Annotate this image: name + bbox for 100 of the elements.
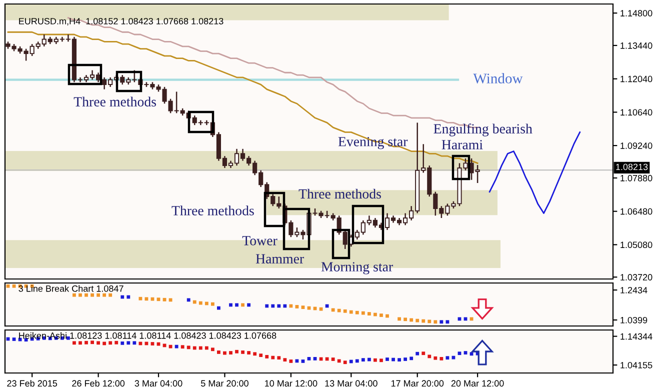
point xyxy=(410,356,414,360)
annotation: Morning star xyxy=(321,262,393,274)
point xyxy=(307,356,311,360)
point xyxy=(102,293,106,297)
point xyxy=(138,342,142,346)
point xyxy=(277,304,281,308)
annotation: Three methods xyxy=(74,96,156,106)
y-tick-label: 1.12040 xyxy=(620,76,652,82)
point xyxy=(271,304,275,308)
point xyxy=(204,346,208,350)
point xyxy=(374,358,377,362)
point xyxy=(253,352,257,356)
point xyxy=(464,351,468,354)
ref-line-label: Window xyxy=(473,73,523,84)
y-tick-label: 1.09240 xyxy=(620,142,652,149)
point xyxy=(416,318,420,322)
y-tick-label: 1.2434 xyxy=(620,286,648,294)
y-tick-label: 1.03720 xyxy=(620,274,652,280)
point xyxy=(470,317,474,321)
point xyxy=(277,356,281,360)
y-tick-label: 1.14344 xyxy=(620,333,652,340)
point xyxy=(114,340,118,344)
y-tick-label: 1.05080 xyxy=(620,242,652,248)
point xyxy=(198,346,202,350)
point xyxy=(380,358,383,362)
point xyxy=(361,311,365,315)
point xyxy=(331,358,335,361)
y-tick-label: 1.14800 xyxy=(620,10,652,16)
point xyxy=(192,300,196,304)
point xyxy=(156,298,160,302)
point xyxy=(108,341,112,345)
point xyxy=(368,312,371,316)
point xyxy=(204,302,208,306)
point xyxy=(386,314,389,318)
point xyxy=(138,296,142,300)
point xyxy=(168,344,172,348)
point xyxy=(90,293,94,297)
point xyxy=(217,306,220,310)
point xyxy=(349,360,353,364)
point xyxy=(186,346,190,350)
text: EURUSD.m,H4 1.08152 1.08423 1.07668 1.08213 xyxy=(19,18,224,26)
point xyxy=(374,312,377,316)
point xyxy=(464,317,468,321)
point xyxy=(392,358,395,362)
point xyxy=(337,308,341,312)
annotation: Tower xyxy=(242,236,278,246)
point xyxy=(434,320,438,324)
annotation: Three methods xyxy=(172,206,254,216)
ref-line-label: 1.08213 xyxy=(616,164,648,170)
point xyxy=(422,319,426,323)
point xyxy=(90,340,94,344)
point xyxy=(126,295,130,299)
point xyxy=(355,310,359,314)
point xyxy=(96,293,100,297)
x-tick-label: 5 Mar 20:00 xyxy=(201,380,248,387)
point xyxy=(325,304,329,308)
point xyxy=(440,356,444,360)
point xyxy=(259,354,263,358)
y-tick-label: 1.10640 xyxy=(620,109,652,116)
point xyxy=(319,307,323,311)
x-tick-label: 17 Mar 20:00 xyxy=(391,380,444,387)
point xyxy=(162,344,166,348)
point xyxy=(247,303,250,307)
point xyxy=(404,358,408,361)
point xyxy=(132,341,136,345)
point xyxy=(422,352,426,356)
x-tick-label: 3 Mar 04:00 xyxy=(134,380,182,387)
x-tick-label: 26 Feb 12:00 xyxy=(72,380,125,387)
annotation: Three methods xyxy=(298,188,381,199)
point xyxy=(192,346,196,350)
point xyxy=(440,320,444,324)
point xyxy=(217,350,220,354)
point xyxy=(283,358,287,362)
point xyxy=(174,344,178,348)
y-tick-label: 1.06480 xyxy=(620,208,652,215)
point xyxy=(343,360,347,364)
point xyxy=(210,348,214,352)
x-tick-label: 20 Mar 12:00 xyxy=(451,380,504,387)
point xyxy=(78,341,82,345)
point xyxy=(150,297,154,301)
y-tick-label: 1.07880 xyxy=(620,174,652,182)
annotation: Engulfing bearish xyxy=(434,124,532,136)
annotation: Hammer xyxy=(256,254,304,264)
point xyxy=(458,317,462,321)
point xyxy=(162,298,166,302)
point xyxy=(361,358,365,362)
point xyxy=(368,358,371,362)
y-tick-label: 1.0399 xyxy=(620,316,648,324)
point xyxy=(72,293,76,297)
point xyxy=(398,358,401,362)
point xyxy=(349,310,353,314)
point xyxy=(343,309,347,313)
point xyxy=(102,342,106,346)
point xyxy=(150,342,154,346)
point xyxy=(380,314,383,317)
point xyxy=(271,356,275,360)
point xyxy=(410,318,414,322)
point xyxy=(404,318,408,322)
point xyxy=(452,356,456,360)
annotation: Evening star xyxy=(338,136,408,150)
